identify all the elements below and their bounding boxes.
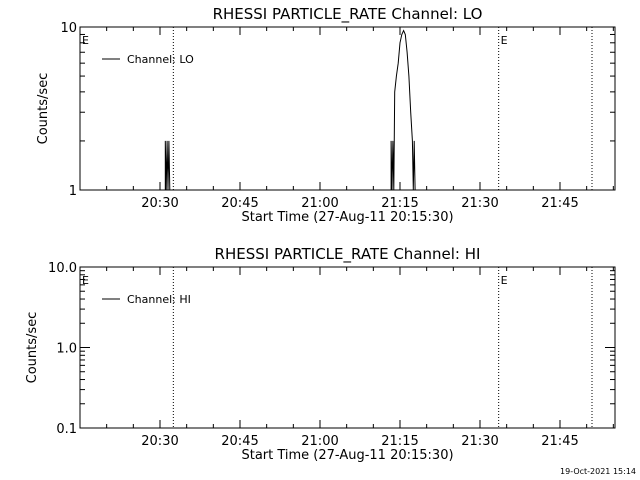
x-tick-label: 21:00 xyxy=(301,434,338,449)
y-tick-label: 10 xyxy=(60,21,77,36)
edge-marker-label: E xyxy=(82,274,89,287)
plot-frame xyxy=(79,266,616,429)
legend-label: Channel: HI xyxy=(127,293,191,306)
x-tick-label: 21:30 xyxy=(461,196,498,211)
plot-timestamp: 19-Oct-2021 15:14 xyxy=(560,467,636,476)
chart-title: RHESSI PARTICLE_RATE Channel: HI xyxy=(215,245,481,264)
y-tick-label: 10.0 xyxy=(48,261,77,276)
x-tick-label: 20:45 xyxy=(221,196,258,211)
x-axis-label: Start Time (27-Aug-11 20:15:30) xyxy=(241,448,453,463)
x-tick-label: 20:45 xyxy=(221,434,258,449)
plot-frame xyxy=(79,26,616,191)
x-tick-label: 21:45 xyxy=(541,434,578,449)
x-axis-label: Start Time (27-Aug-11 20:15:30) xyxy=(241,210,453,225)
event-marker-label: E xyxy=(501,274,508,287)
x-tick-label: 20:30 xyxy=(141,434,178,449)
legend-label: Channel: LO xyxy=(127,53,194,66)
x-tick-label: 21:15 xyxy=(381,196,418,211)
y-axis-label: Counts/sec xyxy=(36,73,51,145)
event-marker-label: E xyxy=(501,34,508,47)
edge-marker-label: E xyxy=(82,34,89,47)
x-tick-label: 21:00 xyxy=(301,196,338,211)
chart-title: RHESSI PARTICLE_RATE Channel: LO xyxy=(213,5,483,24)
series-line xyxy=(164,29,416,191)
y-tick-label: 1.0 xyxy=(56,342,77,357)
x-tick-label: 20:30 xyxy=(141,196,178,211)
y-tick-label: 1 xyxy=(69,184,77,199)
y-axis-label: Counts/sec xyxy=(25,312,40,384)
x-tick-label: 21:15 xyxy=(381,434,418,449)
x-tick-label: 21:30 xyxy=(461,434,498,449)
y-tick-label: 0.1 xyxy=(56,422,77,437)
x-tick-label: 21:45 xyxy=(541,196,578,211)
